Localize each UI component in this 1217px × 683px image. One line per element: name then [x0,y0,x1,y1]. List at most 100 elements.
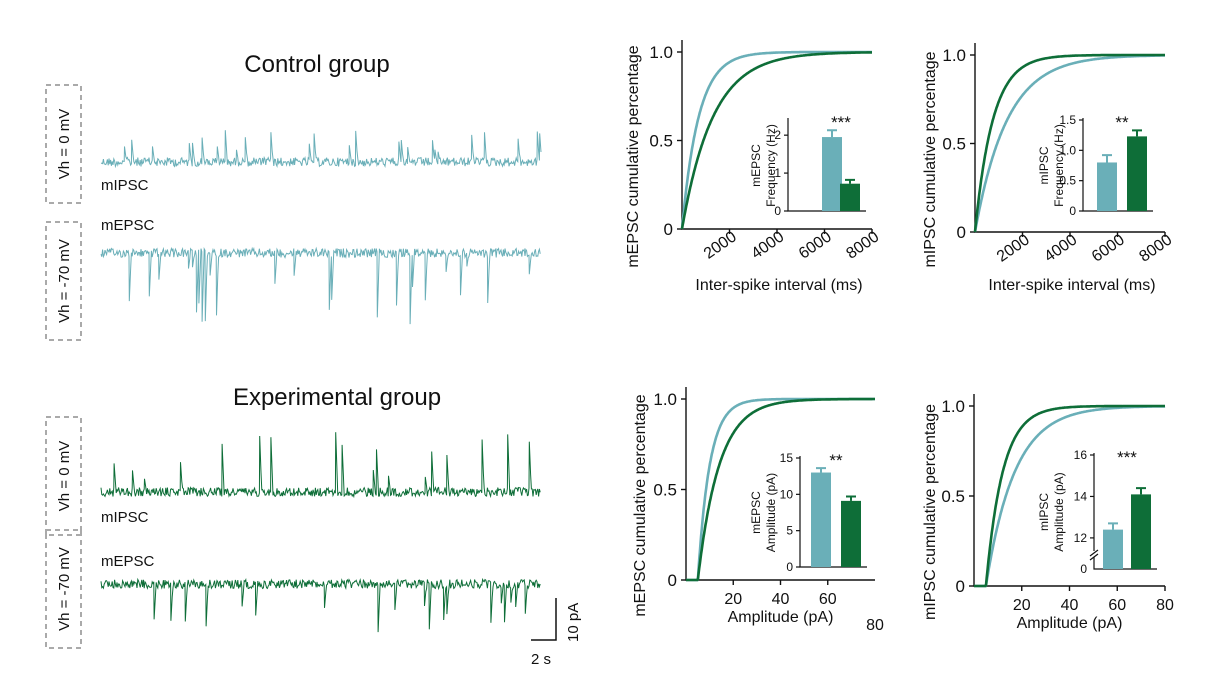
x-tick-label: 60 [1108,597,1126,614]
x-tick-label: 80 [1156,597,1174,614]
inset-error-bar [1132,129,1142,137]
significance-marker: ** [1115,113,1129,132]
y-tick-label: 0.5 [942,135,966,154]
y-tick-label: 0 [956,577,965,596]
current-trace [100,246,541,325]
inset-y-tick-label: 15 [780,451,794,465]
x-axis-label: Inter-spike interval (ms) [695,277,862,294]
inset-y-tick-label: 12 [1074,531,1088,545]
scale-bar [531,598,557,641]
inset-error-bar [845,178,855,184]
x-tick-label: 20 [724,591,742,608]
x-tick-label: 80 [866,617,884,634]
y-tick-label: 0 [664,220,673,239]
x-tick-label: 2000 [701,228,740,262]
current-trace [100,577,541,633]
inset-bar [1103,529,1123,569]
cumulative-curve [973,53,1165,233]
inset-y-tick-label: 2 [774,128,781,142]
significance-marker: *** [831,113,851,132]
inset-y-axis-label: mIPSCFrequency (Hz) [1037,124,1066,207]
inset-error-bar [1108,522,1118,530]
inset-y-axis-label-line: mIPSC [1037,493,1051,531]
y-axis-label: mIPSC cumulative percentage [922,51,939,267]
inset-y-axis-label-line: Amplitude (pA) [764,473,778,552]
current-trace [100,432,541,499]
inset-y-tick-label: 1 [774,166,781,180]
inset-y-tick-label: 1.0 [1059,143,1076,157]
x-tick-label: 40 [772,591,790,608]
y-tick-label: 0.5 [941,487,965,506]
current-type-label: mEPSC [101,553,155,570]
y-tick-label: 1.0 [649,43,673,62]
inset-y-tick-label: 0 [1069,204,1076,218]
axis-break-mark [1089,549,1099,557]
inset-y-tick-label: 0 [1080,562,1087,576]
inset-bar [1127,136,1147,211]
inset-y-axis-label-line: Frequency (Hz) [1052,124,1066,207]
x-tick-label: 20 [1013,597,1031,614]
inset-y-axis-label: mIPSCAmplitude (pA) [1037,472,1066,551]
inset-bar [840,183,860,211]
inset-y-tick-label: 10 [780,487,794,501]
y-tick-label: 1.0 [941,397,965,416]
x-tick-label: 6000 [796,228,835,262]
scale-bar-time-label: 2 s [531,651,551,668]
x-tick-label: 6000 [1089,231,1128,265]
significance-marker: *** [1117,448,1137,467]
holding-potential-box [45,416,82,536]
holding-potential-box [45,529,82,649]
inset-bar [811,472,831,567]
inset-bar [822,137,842,211]
inset-bar [1131,494,1151,569]
holding-potential-box [45,221,82,341]
significance-marker: ** [829,451,843,470]
group-title: Experimental group [233,384,441,411]
x-axis-label: Amplitude (pA) [1017,615,1123,632]
inset-y-axis-label-line: mEPSC [749,144,763,187]
cumulative-curve [686,397,875,582]
y-tick-label: 0.5 [653,481,677,500]
inset-y-axis-label: mEPSCAmplitude (pA) [749,473,778,552]
inset-y-axis-label-line: mIPSC [1037,146,1051,184]
axis-break-mark [1089,553,1099,561]
current-type-label: mIPSC [101,509,149,526]
current-type-label: mIPSC [101,177,149,194]
y-axis-label: mEPSC cumulative percentage [632,394,649,616]
inset-y-axis-label-line: mEPSC [749,491,763,534]
scale-bar-amplitude-label: 10 pA [565,603,582,642]
y-axis-label: mEPSC cumulative percentage [625,45,642,267]
holding-potential-label: Vh = 0 mV [56,109,73,179]
group-title: Control group [244,51,389,78]
inset-y-tick-label: 0 [786,560,793,574]
x-tick-label: 8000 [1136,231,1175,265]
holding-potential-label: Vh = 0 mV [56,441,73,511]
inset-error-bar [1102,154,1112,163]
inset-bar [1097,162,1117,211]
inset-y-tick-label: 16 [1074,448,1088,462]
inset-error-bar [827,129,837,138]
x-axis-label: Amplitude (pA) [728,609,834,626]
inset-y-axis-label-line: Amplitude (pA) [1052,472,1066,551]
inset-error-bar [846,495,856,501]
holding-potential-label: Vh = -70 mV [56,239,73,323]
inset-y-axis-label: mEPSCFrequency (Hz) [749,124,778,207]
y-axis-label: mIPSC cumulative percentage [922,404,939,620]
y-tick-label: 0.5 [649,132,673,151]
y-tick-label: 1.0 [653,390,677,409]
x-tick-label: 60 [819,591,837,608]
inset-y-axis-label-line: Frequency (Hz) [764,124,778,207]
inset-y-tick-label: 14 [1074,489,1088,503]
y-tick-label: 0 [668,571,677,590]
holding-potential-label: Vh = -70 mV [56,547,73,631]
current-trace [100,130,542,169]
x-tick-label: 8000 [843,228,882,262]
y-tick-label: 0 [957,223,966,242]
holding-potential-box [45,84,82,204]
inset-y-tick-label: 0 [774,204,781,218]
inset-error-bar [816,467,826,473]
inset-y-tick-label: 5 [786,524,793,538]
y-tick-label: 1.0 [942,46,966,65]
